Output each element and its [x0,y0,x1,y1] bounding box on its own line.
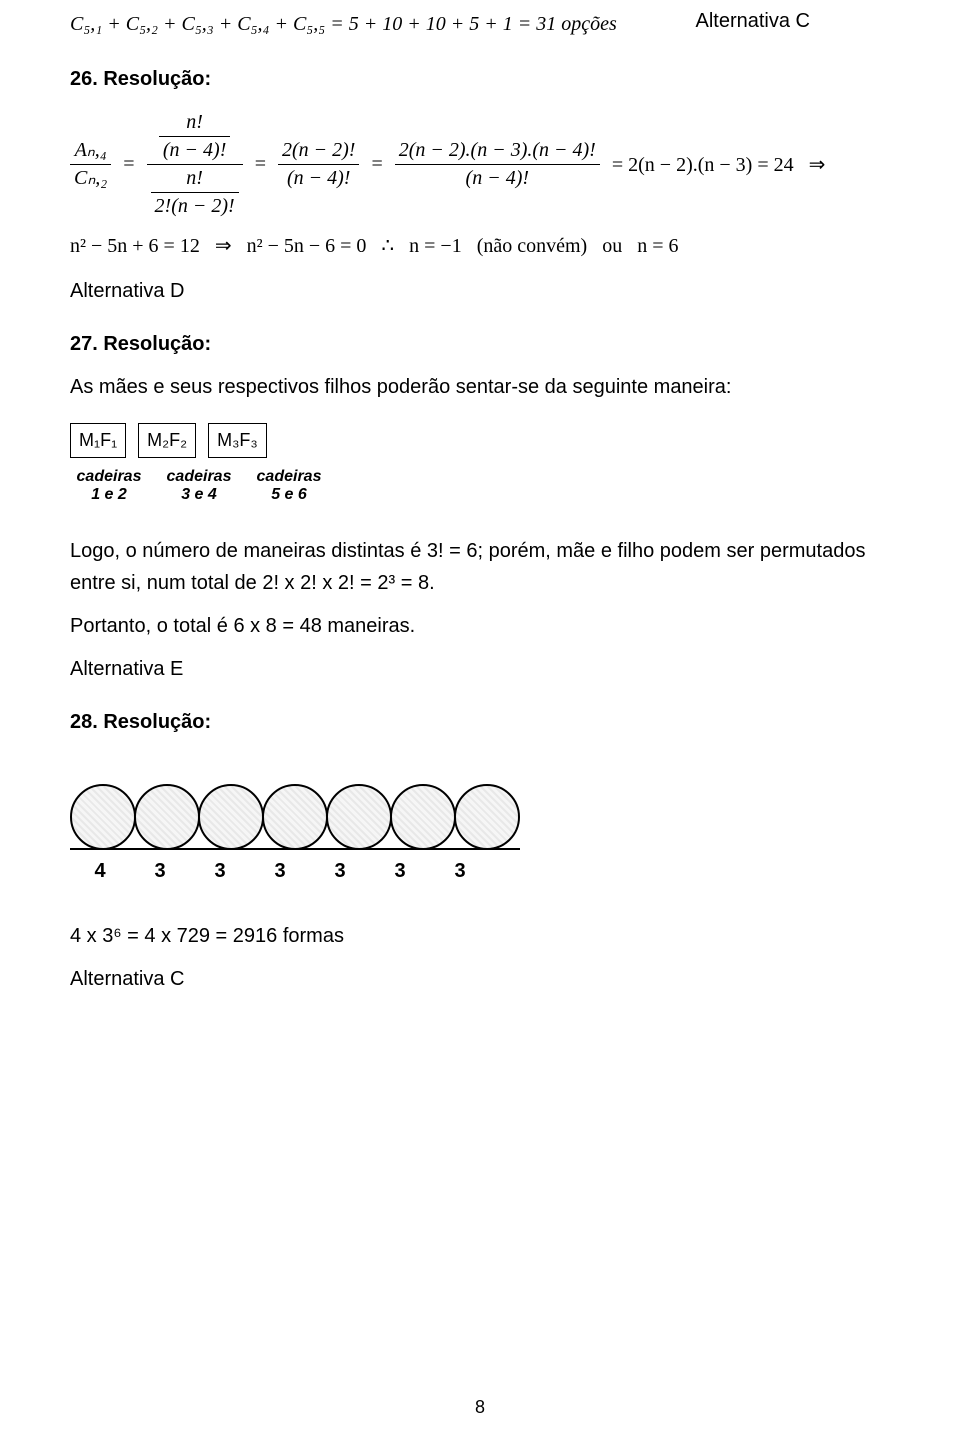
chair-box-1: M₁F₁ [70,423,126,458]
q27-intro: As mães e seus respectivos filhos poderã… [70,376,890,399]
q26-f2-num: 2(n − 2)! [278,139,359,162]
circle-icon [326,784,392,850]
q26-mid-outer: n! (n − 4)! n! 2!(n − 2)! [147,111,243,218]
q26-mid-num-frac: n! (n − 4)! [159,111,230,162]
q26-mid-num-top: n! [182,111,207,134]
chairs-diagram: M₁F₁ M₂F₂ M₃F₃ cadeiras 1 e 2 cadeiras 3… [70,423,890,505]
circle-num: 4 [70,860,130,883]
q26-f3: 2(n − 2).(n − 3).(n − 4)! (n − 4)! [395,139,600,190]
q26-lhs-num: Aₙ,₄ [71,139,111,162]
q26-f3-den: (n − 4)! [462,167,533,190]
q28-result: 4 x 3⁶ = 4 x 729 = 2916 formas [70,925,890,948]
circle-num: 3 [130,860,190,883]
q26-f2-den: (n − 4)! [283,167,354,190]
q26-lhs-den: Cₙ,₂ [70,167,111,190]
q26-equation-row: Aₙ,₄ Cₙ,₂ = n! (n − 4)! n! 2!(n − 2)! [70,111,890,218]
circle-icon [70,784,136,850]
q27-para2: Portanto, o total é 6 x 8 = 48 maneiras. [70,615,890,638]
circle-num: 3 [310,860,370,883]
q27-para1: Logo, o número de maneiras distintas é 3… [70,535,890,599]
eq-sym: = [255,153,266,176]
circle-num: 3 [430,860,490,883]
eq-sym: = [123,153,134,176]
circle-icon [454,784,520,850]
top-alt: Alternativa C [696,10,811,33]
q26-lhs-frac: Aₙ,₄ Cₙ,₂ [70,139,111,190]
q26-heading: 26. Resolução: [70,68,890,91]
eq-sym: = [371,153,382,176]
chair-box-3: M₃F₃ [208,423,267,458]
q28-alt: Alternativa C [70,968,890,991]
topline: C₅,₁ + C₅,₂ + C₅,₃ + C₅,₄ + C₅,₅ = 5 + 1… [70,10,890,38]
q26-alt: Alternativa D [70,280,890,303]
q26-mid-den-bot: 2!(n − 2)! [151,195,239,218]
q26-f3-num: 2(n − 2).(n − 3).(n − 4)! [395,139,600,162]
q26-tail: = 2(n − 2).(n − 3) = 24 ⇒ [612,151,826,179]
q26-line2: n² − 5n + 6 = 12 ⇒ n² − 5n − 6 = 0 ∴ n =… [70,232,890,260]
q26-f2: 2(n − 2)! (n − 4)! [278,139,359,190]
page-number: 8 [0,1397,960,1418]
q26-mid-den-top: n! [182,167,207,190]
top-formula: C₅,₁ + C₅,₂ + C₅,₃ + C₅,₄ + C₅,₅ = 5 + 1… [70,13,617,35]
q27-heading: 27. Resolução: [70,333,890,356]
circle-icon [134,784,200,850]
chair-label-2: cadeiras 3 e 4 [160,468,238,505]
circle-num: 3 [370,860,430,883]
q26-mid-den-frac: n! 2!(n − 2)! [151,167,239,218]
q26-mid-num-bot: (n − 4)! [159,139,230,162]
chair-label-1: cadeiras 1 e 2 [70,468,148,505]
circles-diagram: 4 3 3 3 3 3 3 [70,784,520,883]
circle-num: 3 [190,860,250,883]
circle-num: 3 [250,860,310,883]
q27-alt: Alternativa E [70,658,890,681]
circle-icon [390,784,456,850]
circle-icon [262,784,328,850]
chair-box-2: M₂F₂ [138,423,196,458]
q28-heading: 28. Resolução: [70,711,890,734]
chair-label-3: cadeiras 5 e 6 [250,468,328,505]
circle-icon [198,784,264,850]
